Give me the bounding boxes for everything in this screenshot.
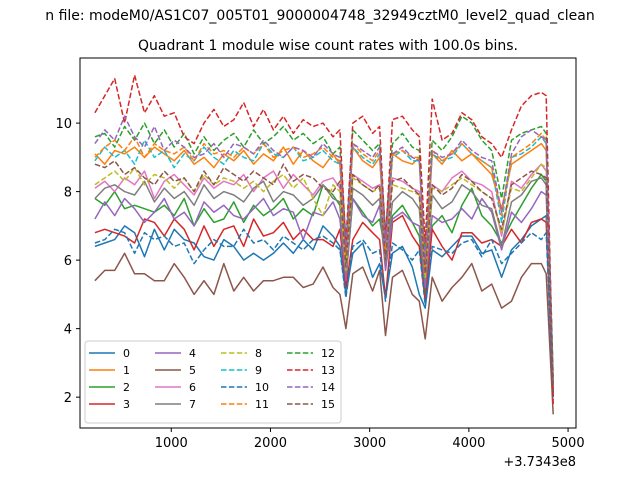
legend-label-3: 3	[123, 398, 130, 411]
legend-label-11: 11	[255, 398, 269, 411]
x-tick-label: 5000	[552, 436, 585, 451]
legend-label-12: 12	[321, 347, 335, 360]
legend-label-6: 6	[189, 381, 196, 394]
legend-label-8: 8	[255, 347, 262, 360]
x-tick-label: 3000	[353, 436, 386, 451]
legend-label-1: 1	[123, 364, 130, 377]
x-offset-label: +3.7343e8	[503, 455, 576, 470]
legend-label-0: 0	[123, 347, 130, 360]
y-tick-label: 4	[64, 323, 72, 338]
legend-frame	[84, 340, 342, 424]
x-tick-label: 4000	[452, 436, 485, 451]
legend-label-7: 7	[189, 398, 196, 411]
legend-label-10: 10	[255, 381, 269, 394]
legend-label-15: 15	[321, 398, 335, 411]
series-line-3	[94, 214, 554, 398]
series-line-10	[94, 228, 554, 398]
series-line-0	[94, 214, 554, 398]
legend-label-14: 14	[321, 381, 335, 394]
legend-label-9: 9	[255, 364, 262, 377]
series-line-13	[94, 74, 554, 405]
legend-label-5: 5	[189, 364, 196, 377]
series-line-14	[94, 115, 554, 384]
series-line-5	[94, 252, 554, 415]
series-layer	[94, 74, 554, 415]
x-tick-label: 2000	[254, 436, 287, 451]
figure-suptitle: n file: modeM0/AS1C07_005T01_9000004748_…	[45, 8, 594, 24]
y-tick-label: 10	[55, 117, 72, 132]
y-tick-label: 8	[64, 186, 72, 201]
legend-label-4: 4	[189, 347, 196, 360]
legend-label-2: 2	[123, 381, 130, 394]
series-line-4	[94, 190, 554, 394]
chart-title: Quadrant 1 module wise count rates with …	[138, 38, 518, 54]
series-line-7	[94, 177, 554, 391]
plot-frame	[79, 57, 577, 429]
legend-label-13: 13	[321, 364, 335, 377]
series-line-15	[94, 160, 554, 391]
series-line-8	[94, 163, 554, 387]
y-tick-label: 2	[64, 391, 72, 406]
x-tick-label: 1000	[155, 436, 188, 451]
y-tick-label: 6	[64, 254, 72, 269]
